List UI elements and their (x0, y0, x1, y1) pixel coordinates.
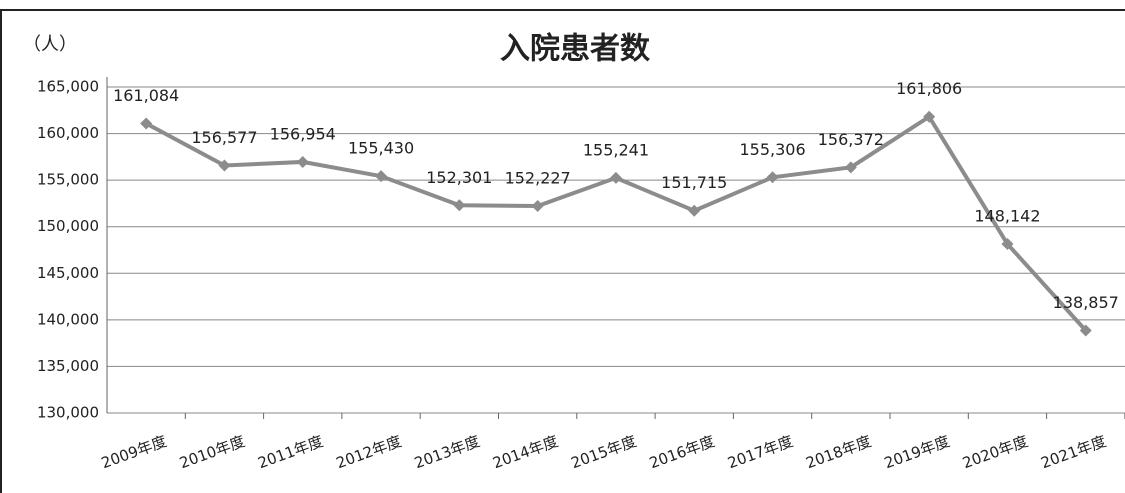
chart-title: 入院患者数 (500, 32, 651, 67)
marker (140, 117, 153, 130)
data-label: 161,806 (896, 79, 962, 98)
marker (296, 155, 309, 168)
chart-frame (0, 9, 1125, 493)
x-tick-label: 2018年度 (804, 432, 874, 472)
y-tick-label: 130,000 (37, 404, 99, 422)
data-label: 161,084 (113, 86, 179, 105)
data-label: 156,372 (818, 130, 884, 149)
marker (1079, 324, 1092, 337)
data-label: 152,227 (505, 168, 571, 187)
marker (453, 199, 466, 212)
x-tick-label: 2011年度 (255, 432, 325, 472)
y-tick-label: 140,000 (37, 310, 99, 328)
marker (218, 159, 231, 172)
x-tick-label: 2017年度 (725, 432, 795, 472)
y-tick-label: 150,000 (37, 217, 99, 235)
data-label: 155,430 (348, 139, 414, 158)
x-tick-label: 2009年度 (99, 432, 169, 472)
y-tick-label: 135,000 (37, 357, 99, 375)
marker (923, 110, 936, 123)
data-label: 151,715 (661, 173, 727, 192)
x-tick-label: 2012年度 (334, 432, 404, 472)
data-label: 156,577 (191, 128, 257, 147)
marker (688, 204, 701, 217)
marker (766, 171, 779, 184)
data-label: 156,954 (270, 124, 336, 143)
data-label: 155,306 (739, 140, 805, 159)
data-label: 138,857 (1053, 293, 1119, 312)
data-label: 152,301 (426, 168, 492, 187)
marker (844, 161, 857, 174)
y-tick-label: 165,000 (37, 78, 99, 96)
marker (531, 199, 544, 212)
y-tick-label: 155,000 (37, 171, 99, 189)
x-tick-label: 2013年度 (412, 432, 482, 472)
x-tick-label: 2019年度 (882, 432, 952, 472)
x-tick-label: 2020年度 (960, 432, 1030, 472)
x-tick-label: 2021年度 (1038, 432, 1108, 472)
marker (1001, 238, 1014, 251)
y-tick-label: 160,000 (37, 124, 99, 142)
x-tick-label: 2015年度 (569, 432, 639, 472)
marker (609, 171, 622, 184)
marker (375, 170, 388, 183)
data-label: 155,241 (583, 140, 649, 159)
x-tick-label: 2010年度 (177, 432, 247, 472)
x-tick-label: 2016年度 (647, 432, 717, 472)
data-label: 148,142 (974, 207, 1040, 226)
x-tick-label: 2014年度 (490, 432, 560, 472)
y-tick-label: 145,000 (37, 264, 99, 282)
y-axis-label: （人） (23, 34, 77, 55)
